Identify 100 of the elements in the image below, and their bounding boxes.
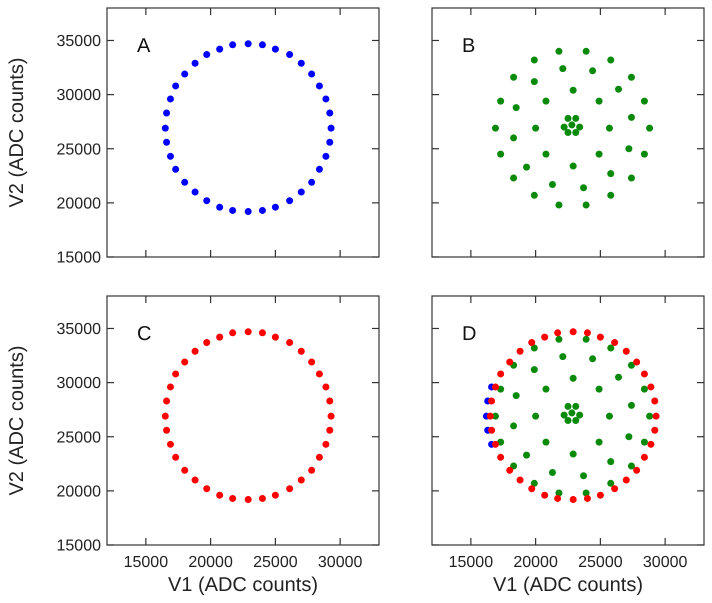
point: [606, 124, 613, 132]
point: [181, 70, 188, 78]
point: [651, 398, 658, 405]
point: [322, 95, 330, 102]
point: [497, 150, 504, 158]
point: [163, 398, 170, 405]
point: [582, 48, 590, 55]
point: [328, 412, 335, 420]
point: [510, 134, 518, 142]
y-tick-label: 30000: [56, 375, 102, 392]
point: [640, 370, 648, 378]
point: [510, 174, 518, 182]
point: [516, 476, 524, 484]
point: [322, 383, 330, 390]
point: [244, 208, 252, 216]
point: [554, 329, 562, 336]
point: [570, 374, 577, 382]
point: [564, 129, 572, 136]
point: [492, 383, 499, 390]
point: [548, 468, 556, 476]
point: [532, 124, 540, 132]
point: [298, 188, 305, 196]
point: [258, 41, 266, 48]
y-axis-title: V2 (ADC counts): [6, 57, 28, 208]
point: [606, 412, 613, 420]
point: [192, 60, 199, 67]
point: [172, 166, 180, 173]
point: [172, 370, 180, 378]
point: [244, 328, 252, 336]
point: [640, 438, 648, 446]
point: [530, 480, 538, 487]
point: [530, 366, 538, 374]
point: [316, 454, 323, 461]
point: [203, 339, 210, 346]
point: [326, 398, 334, 405]
y-tick-label: 25000: [56, 141, 102, 158]
point: [322, 440, 330, 448]
point: [272, 334, 279, 341]
point: [163, 426, 170, 434]
point: [497, 98, 504, 105]
point: [510, 422, 518, 430]
point: [560, 412, 568, 419]
point: [580, 472, 588, 480]
point: [298, 476, 305, 484]
point: [510, 462, 518, 470]
point: [640, 150, 648, 158]
point: [555, 336, 562, 343]
point: [582, 202, 590, 209]
point: [229, 329, 236, 336]
y-axis-title: V2 (ADC counts): [6, 345, 28, 496]
point: [272, 492, 279, 499]
point: [576, 412, 584, 419]
point: [258, 206, 266, 214]
point: [286, 485, 294, 492]
point: [497, 454, 504, 461]
point: [647, 383, 654, 390]
point: [272, 46, 279, 53]
y-tick-label: 30000: [56, 87, 102, 104]
point: [584, 494, 591, 502]
point: [163, 110, 170, 117]
y-tick-label: 15000: [56, 538, 102, 555]
point: [497, 370, 504, 378]
point: [308, 178, 316, 186]
x-tick-label: 25000: [253, 554, 298, 571]
point: [611, 339, 618, 346]
point: [570, 86, 577, 94]
point: [216, 334, 224, 341]
point: [607, 458, 614, 466]
x-tick-label: 30000: [642, 554, 688, 571]
annotation: C: [137, 323, 152, 345]
point: [628, 174, 635, 182]
point: [559, 353, 566, 360]
point: [326, 138, 334, 146]
point: [564, 114, 572, 122]
point: [611, 485, 618, 492]
annotation: B: [462, 35, 476, 57]
y-tick-label: 25000: [56, 429, 102, 446]
point: [596, 150, 603, 158]
point: [532, 412, 540, 420]
point: [192, 476, 199, 484]
point: [570, 162, 577, 170]
point: [181, 178, 188, 186]
point: [181, 358, 188, 366]
point: [516, 348, 524, 355]
point: [555, 48, 562, 55]
point: [541, 334, 548, 341]
point: [628, 74, 635, 81]
point: [172, 82, 180, 90]
point: [216, 46, 224, 53]
point: [633, 358, 640, 366]
point: [615, 86, 622, 93]
point: [548, 180, 556, 188]
point: [229, 41, 236, 48]
x-tick-label: 25000: [578, 554, 623, 571]
point: [528, 339, 536, 346]
point: [596, 334, 604, 341]
point: [286, 197, 294, 204]
point: [628, 114, 635, 121]
point: [510, 74, 518, 81]
y-tick-label: 35000: [56, 321, 102, 338]
